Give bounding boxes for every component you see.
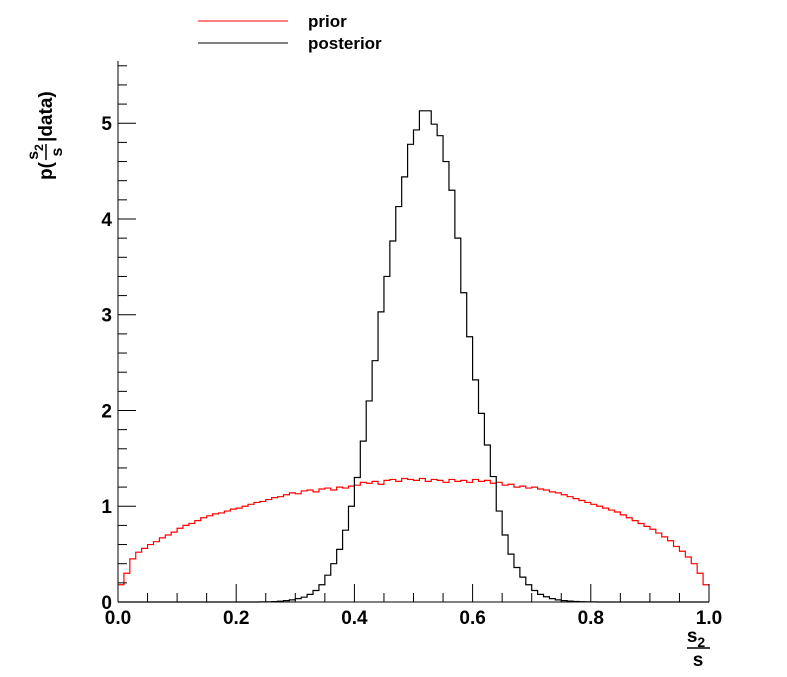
x-axis-title: s2 s: [687, 626, 710, 671]
y-tick-label: 3: [101, 306, 112, 327]
y-tick-label: 0: [101, 593, 112, 614]
x-tick-label: 0.0: [105, 608, 131, 629]
y-tick-label: 4: [101, 210, 112, 231]
y-title-prefix: p(: [36, 161, 57, 180]
x-tick-label: 0.8: [578, 608, 604, 629]
y-tick-label: 2: [101, 401, 112, 422]
legend-label-posterior: posterior: [308, 34, 382, 53]
x-title-num: s2: [687, 626, 706, 650]
x-title-num-sub: 2: [697, 634, 705, 650]
series-prior-histogram: [118, 477, 709, 586]
y-title-suffix: |data): [36, 91, 57, 142]
y-title-num-base: s: [25, 151, 42, 160]
series-posterior-histogram: [118, 110, 709, 603]
x-tick-label: 0.6: [459, 608, 485, 629]
y-axis-title: p( s2 s |data): [25, 91, 66, 180]
y-title-num-sub: 2: [32, 144, 46, 151]
y-title-num: s2: [25, 144, 46, 160]
y-tick-label: 5: [101, 114, 112, 135]
x-title-den: s: [693, 650, 704, 671]
legend-label-prior: prior: [308, 12, 347, 31]
y-title-den: s: [49, 147, 66, 156]
legend: prior posterior: [198, 12, 382, 53]
x-title-num-base: s: [687, 626, 698, 647]
y-tick-label: 1: [101, 497, 112, 518]
x-tick-label: 0.4: [341, 608, 368, 629]
plot-area: 0.0 0.2 0.4 0.6 0.8 1.0 0 1 2 3 4 5: [101, 61, 722, 629]
x-tick-label: 1.0: [696, 608, 722, 629]
x-tick-label: 0.2: [223, 608, 249, 629]
